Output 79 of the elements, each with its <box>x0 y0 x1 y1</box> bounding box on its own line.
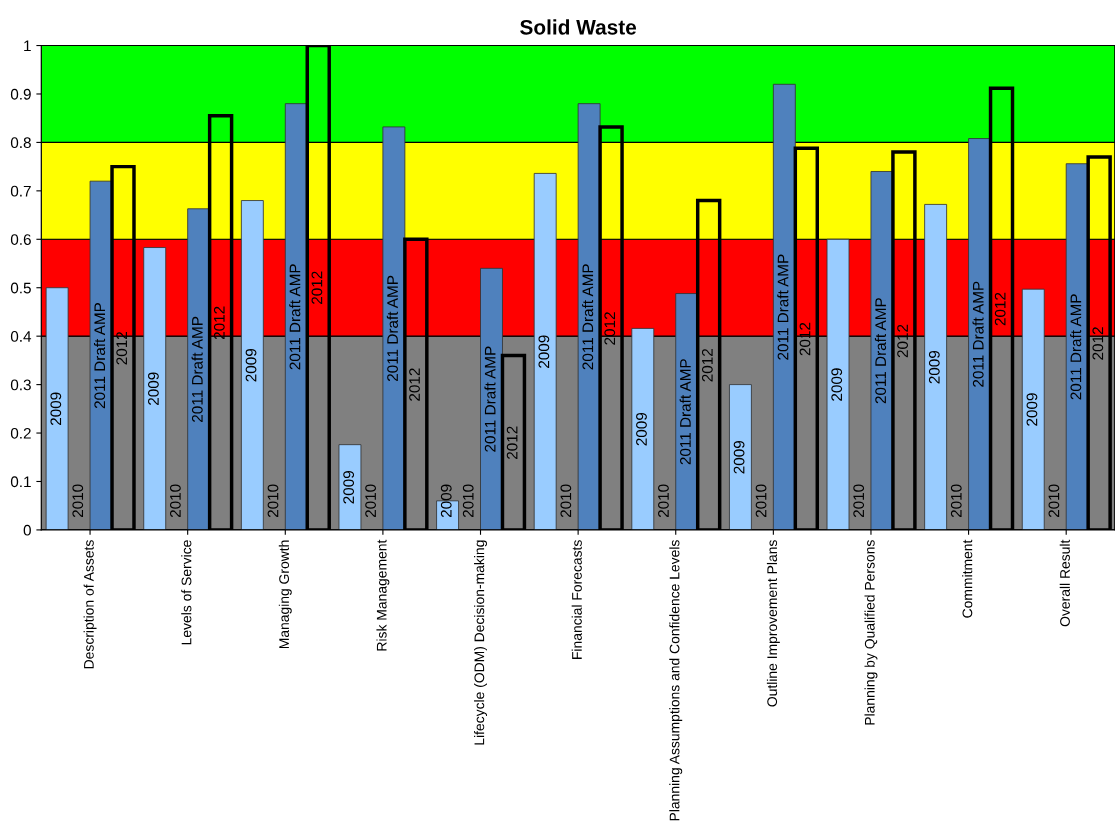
y-tick-label: 0.6 <box>10 234 31 245</box>
x-tick-label: Planning by Qualified Persons <box>864 540 878 725</box>
bar <box>240 200 264 530</box>
text: 2011 Draft AMP <box>1070 294 1082 400</box>
y-tick-label: 0.8 <box>10 137 31 149</box>
text: 2012 <box>409 368 420 401</box>
text: 2009 <box>440 484 452 518</box>
text: 2012 <box>604 312 616 345</box>
y-tick-label: 1 <box>24 40 31 52</box>
text: 2012 <box>213 306 225 340</box>
text: 2012 <box>994 292 1006 326</box>
text: 2009 <box>245 348 257 382</box>
x-tick-label: Outline Improvement Plans <box>766 540 780 707</box>
text: 2009 <box>831 368 843 401</box>
text: 2010 <box>365 484 377 518</box>
x-tick-label: Risk Management <box>376 539 390 651</box>
text: 2010 <box>658 484 669 518</box>
text: 2011 Draft AMP <box>972 281 984 387</box>
bar <box>924 204 948 530</box>
text: 2012 <box>701 349 713 382</box>
text: 2010 <box>462 484 474 518</box>
bar <box>338 444 362 530</box>
x-tick-label: Planning Assumptions and Confidence Levels <box>669 540 683 821</box>
y-tick-label: 0.4 <box>10 331 32 342</box>
text: 2011 Draft AMP <box>777 254 789 360</box>
text: 2012 <box>506 426 518 459</box>
text: 2010 <box>72 484 84 518</box>
y-tick-label: 0.7 <box>10 185 31 197</box>
text: 2011 Draft AMP <box>874 298 887 404</box>
text: 2012 <box>799 322 811 356</box>
y-tick-label: 0.3 <box>10 379 31 391</box>
text: 2010 <box>950 484 962 518</box>
x-tick-label: Description of Assets <box>83 540 97 669</box>
x-tick-label: Commitment <box>962 539 973 618</box>
y-tick-label: 0 <box>23 524 31 536</box>
x-tick-label: Financial Forecasts <box>571 540 582 659</box>
y-tick-label: 0.9 <box>10 88 31 100</box>
bar <box>382 126 406 530</box>
text: 2010 <box>169 484 181 518</box>
y-tick-label: 0.2 <box>10 427 31 439</box>
bar <box>772 83 796 530</box>
text: 2009 <box>50 392 62 426</box>
text: 2009 <box>148 372 159 405</box>
bar <box>826 238 850 530</box>
text: 2011 Draft AMP <box>93 302 106 409</box>
bar <box>631 328 655 530</box>
bar <box>729 384 752 530</box>
text: 2012 <box>1092 327 1104 360</box>
x-tick-label: Overall Result <box>1059 539 1070 627</box>
text: 2010 <box>560 484 572 518</box>
x-tick-label: Lifecycle (ODM) Decision-making <box>474 540 487 745</box>
series-label: 2011 Draft AMP <box>582 264 594 370</box>
y-tick-label: 0.1 <box>10 476 31 488</box>
bar <box>45 287 69 530</box>
text: 2012 <box>116 332 128 365</box>
text: 2010 <box>1048 484 1060 518</box>
text: 2011 Draft AMP <box>386 275 398 382</box>
bar <box>533 173 557 530</box>
text: 2009 <box>1026 393 1038 426</box>
text: 2009 <box>733 440 745 474</box>
text: 2012 <box>897 324 909 358</box>
text: 2009 <box>343 471 355 504</box>
text: 2009 <box>538 335 550 368</box>
bar <box>1021 288 1045 530</box>
text: 2010 <box>755 484 767 518</box>
x-tick-label: Managing Growth <box>278 540 292 649</box>
x-tick-label: Levels of Service <box>181 540 192 645</box>
text: 2009 <box>636 412 647 446</box>
bar <box>143 247 167 530</box>
text: 2010 <box>267 484 279 518</box>
text: 2011 Draft AMP <box>191 316 203 422</box>
text: 2011 Draft AMP <box>484 346 496 452</box>
y-tick-label: 0.5 <box>10 282 31 294</box>
chart-title: Solid Waste <box>520 19 637 35</box>
text: 2011 Draft AMP <box>289 264 301 370</box>
text: 2009 <box>928 350 940 384</box>
text: 2011 Draft AMP <box>679 359 691 465</box>
text: 2010 <box>853 484 865 518</box>
text: 2012 <box>311 271 323 304</box>
